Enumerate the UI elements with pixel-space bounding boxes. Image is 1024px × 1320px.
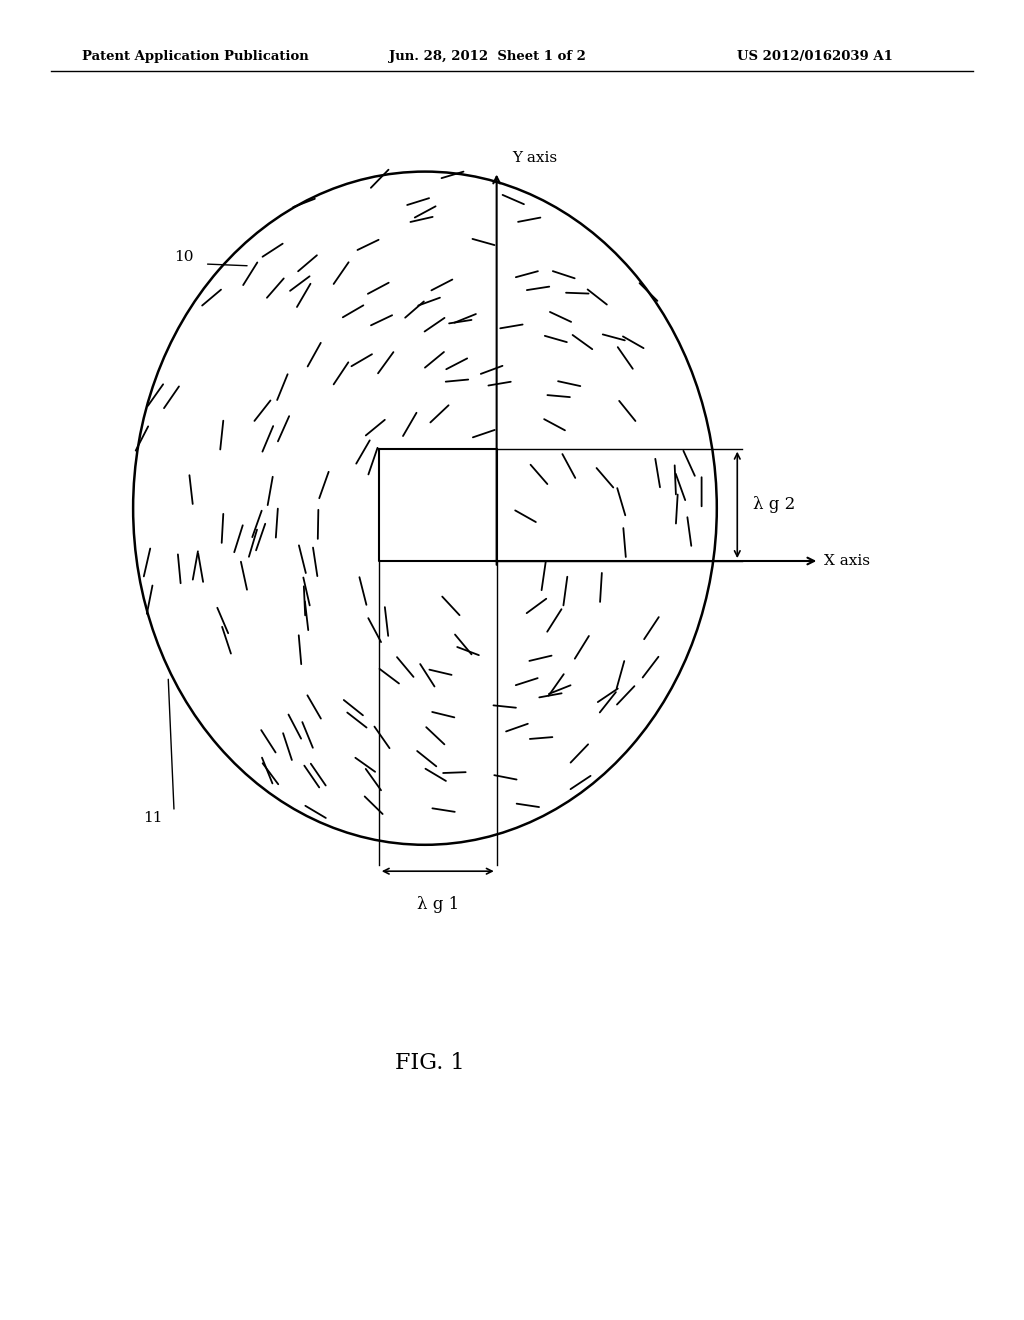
Text: λ g 2: λ g 2 [753,496,795,513]
Text: Y axis: Y axis [512,150,557,165]
Text: X axis: X axis [824,554,870,568]
Text: US 2012/0162039 A1: US 2012/0162039 A1 [737,50,893,63]
Text: FIG. 1: FIG. 1 [395,1052,465,1073]
Text: Jun. 28, 2012  Sheet 1 of 2: Jun. 28, 2012 Sheet 1 of 2 [389,50,586,63]
Text: 10: 10 [174,251,194,264]
Text: Patent Application Publication: Patent Application Publication [82,50,308,63]
Text: 11: 11 [143,812,163,825]
Text: λ g 1: λ g 1 [417,896,459,912]
